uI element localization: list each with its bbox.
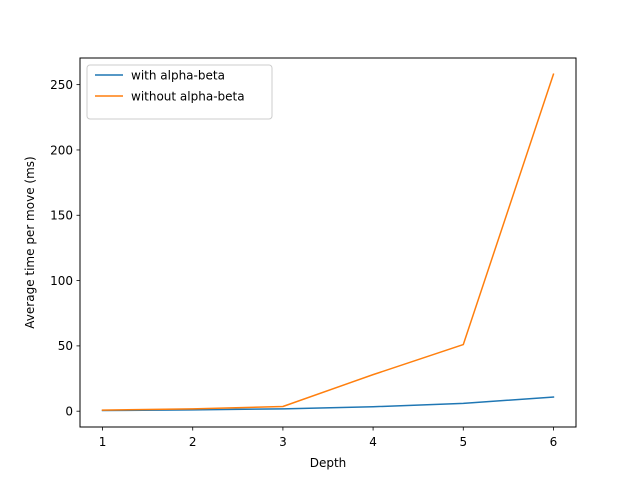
y-axis-ticks: 0 50 100 150 200 250	[50, 78, 80, 418]
y-tick-label: 250	[50, 78, 73, 92]
series-layer	[101, 73, 555, 412]
x-tick-label: 4	[369, 435, 377, 449]
y-tick-label: 100	[50, 274, 73, 288]
legend-label: without alpha-beta	[131, 89, 245, 103]
x-axis-label: Depth	[310, 456, 347, 470]
series-line-1	[101, 396, 555, 412]
x-tick-label: 6	[550, 435, 558, 449]
y-tick-label: 50	[58, 339, 73, 353]
legend-label: with alpha-beta	[131, 68, 225, 82]
x-tick-label: 5	[459, 435, 467, 449]
series-line-2	[101, 73, 555, 411]
y-tick-label: 150	[50, 209, 73, 223]
x-tick-label: 3	[279, 435, 287, 449]
x-axis-ticks: 1 2 3 4 5 6	[99, 427, 558, 449]
y-tick-label: 200	[50, 143, 73, 157]
y-axis-label: Average time per move (ms)	[23, 156, 37, 328]
x-tick-label: 2	[189, 435, 197, 449]
x-tick-label: 1	[99, 435, 107, 449]
y-tick-label: 0	[65, 404, 73, 418]
legend-box	[86, 64, 273, 120]
legend: with alpha-beta without alpha-beta	[86, 64, 273, 120]
axes-frame	[79, 57, 577, 428]
